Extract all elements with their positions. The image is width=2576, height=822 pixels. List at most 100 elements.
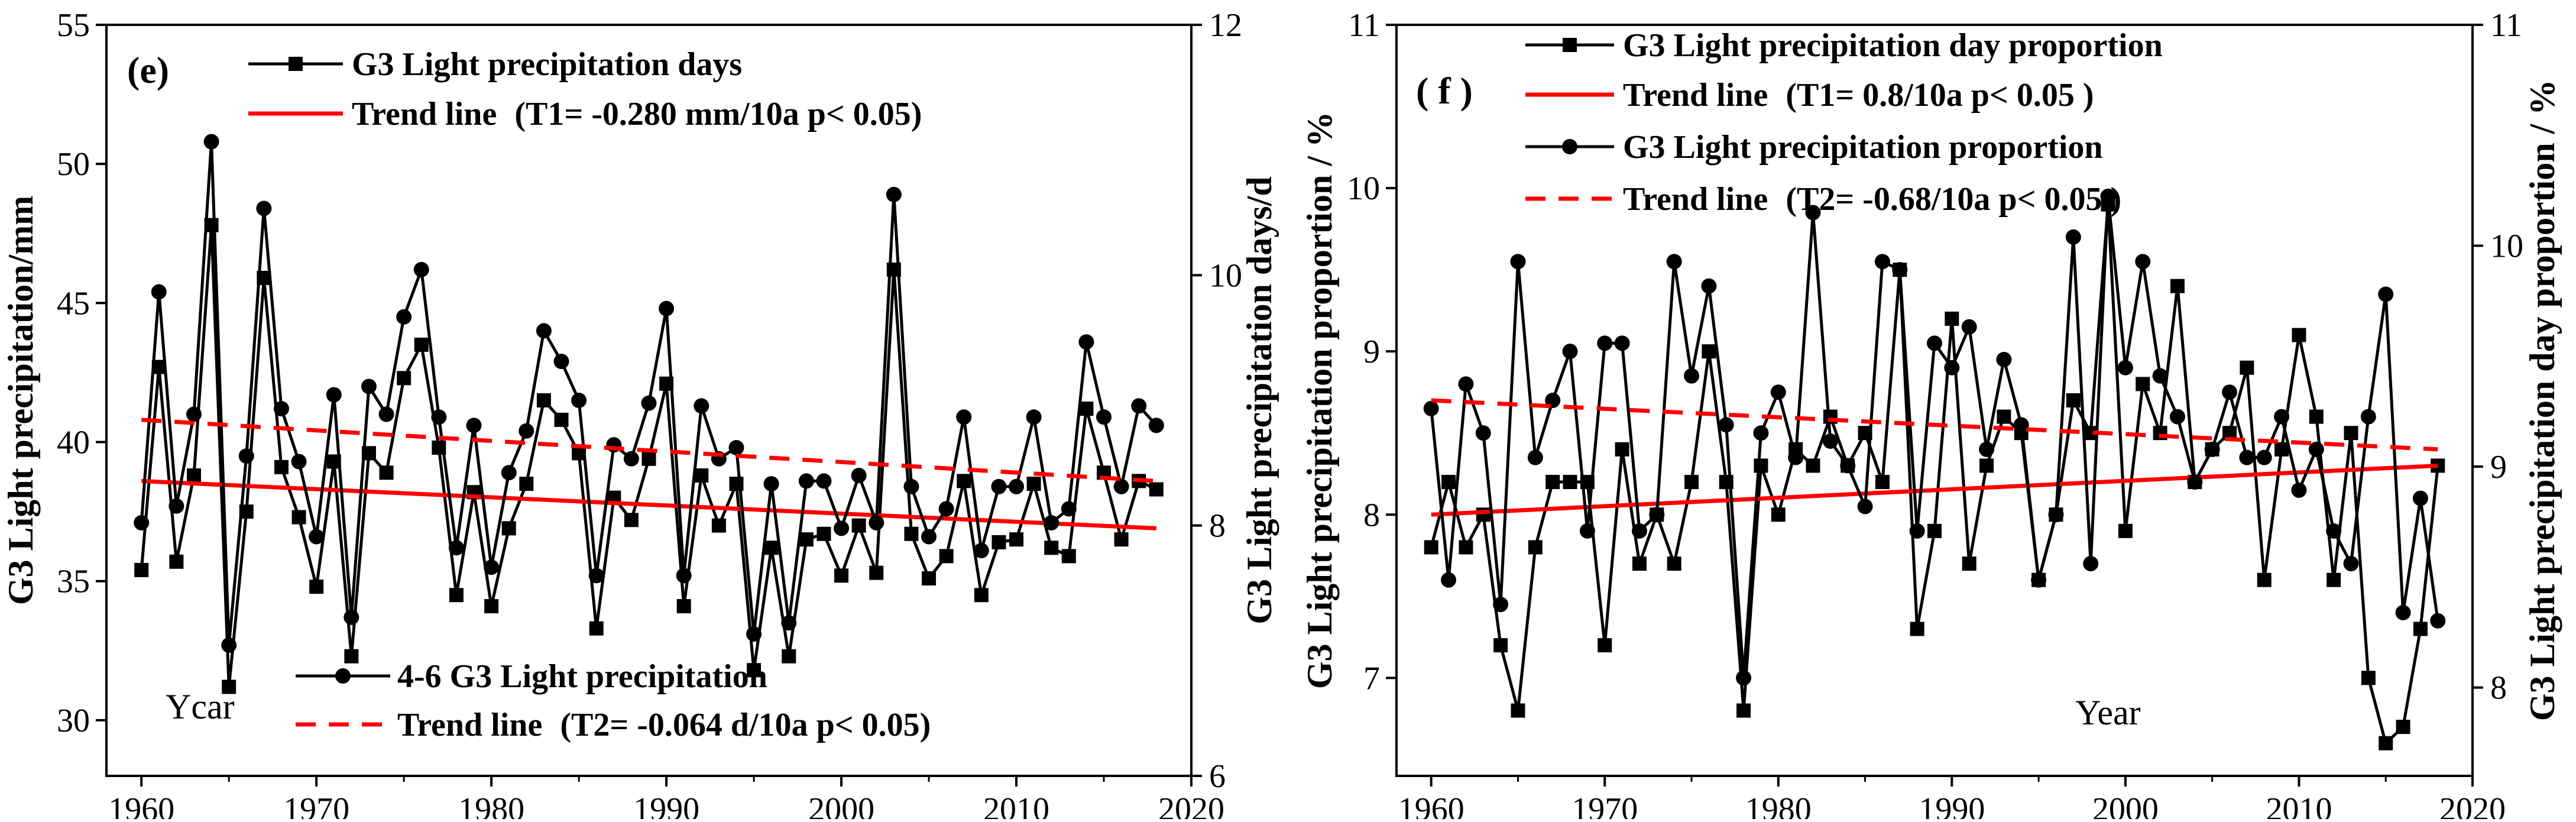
panel-f-yl-tick-label: 11	[1348, 7, 1380, 44]
panel-f-panel-label: ( f )	[1416, 70, 1473, 112]
panel-f-x-tick-label: 2020	[2439, 791, 2506, 819]
panel-f-circle-point	[1614, 335, 1630, 351]
panel-f-yr-tick-label: 8	[2490, 670, 2507, 707]
panel-e-square-point	[834, 568, 849, 583]
panel-f-circle-point	[1892, 262, 1908, 278]
panel-f-circle-point	[2048, 507, 2064, 523]
panel-e-circle-point	[869, 514, 884, 530]
panel-e-trend-line-dashed	[141, 418, 1157, 483]
panel-e-square-point	[764, 541, 779, 555]
panel-f-circle-point	[2187, 474, 2203, 490]
panel-f-circle-point	[1718, 417, 1734, 433]
panel-e-square-point	[974, 588, 989, 603]
panel-e-trend-line-solid	[141, 478, 1156, 530]
panel-f-legend-label: G3 Light precipitation day proportion	[1623, 27, 2163, 64]
panel-f-square-point	[1615, 442, 1629, 457]
panel-e-x-tick-label: 2020	[1158, 791, 1224, 819]
panel-e-circle-point	[816, 473, 832, 489]
panel-f-yr-tick-label: 9	[2490, 449, 2507, 486]
panel-e-circle-point	[973, 543, 989, 558]
panel-e-yl-tick-label: 40	[57, 425, 90, 461]
panel-f-square-point	[1945, 311, 1959, 326]
panel-f-series-line-circle	[1430, 195, 2439, 679]
panel-f-yr-tick-label: 11	[2490, 7, 2522, 44]
panel-f-square-point	[2379, 736, 2393, 750]
panel-f-circle-point	[2013, 417, 2029, 433]
panel-e-square-point	[169, 554, 184, 569]
panel-e-circle-point	[851, 468, 867, 483]
panel-e-circle-point	[519, 423, 534, 439]
panel-f-circle-point	[2412, 490, 2428, 506]
panel-e-square-point	[694, 468, 709, 483]
panel-f-circle-point	[1666, 254, 1682, 270]
panel-f-legend-label: G3 Light precipitation proportion	[1623, 129, 2103, 166]
panel-e-square-point	[799, 532, 814, 547]
panel-e-circle-point	[203, 134, 219, 150]
panel-e-legend-square-marker	[289, 57, 303, 71]
panel-e-square-point	[624, 513, 639, 527]
panel-e-square-point	[222, 679, 236, 694]
panel-e-square-point	[449, 588, 464, 603]
panel-e-square-point	[134, 562, 149, 577]
panel-f-legend-square-marker	[1563, 38, 1577, 52]
panel-e-circle-point	[221, 637, 237, 653]
panel-e-series-line-circle	[140, 140, 1158, 647]
panel-e-circle-point	[938, 501, 954, 517]
panel-f-circle-point	[1840, 458, 1856, 474]
panel-f-square-point	[1875, 475, 1890, 490]
panel-e-circle-point	[921, 529, 937, 545]
panel-e-legend-trend-name: Trend line	[397, 707, 542, 743]
panel-e-square-point	[957, 474, 971, 488]
panel-e-yl-tick-label: 45	[57, 285, 90, 322]
panel-f-circle-point	[2326, 523, 2342, 539]
panel-e-circle-point	[1009, 478, 1025, 494]
panel-e-circle-point	[186, 406, 202, 422]
panel-f-square-point	[1702, 344, 1716, 359]
panel-e-circle-point	[571, 393, 587, 408]
panel-e-circle-point	[431, 409, 447, 425]
panel-f-circle-point	[1510, 254, 1526, 270]
panel-e-circle-point	[641, 395, 657, 411]
panel-e-square-point	[309, 580, 324, 594]
panel-f-circle-point	[1805, 205, 1821, 221]
panel-e-circle-point	[378, 406, 394, 422]
panel-f-x-tick-label: 1970	[1571, 791, 1638, 819]
panel-f-square-point	[1927, 523, 1942, 538]
panel-f-yl-tick-label: 7	[1363, 660, 1380, 697]
panel-f-circle-point	[1788, 449, 1804, 465]
panel-e-yl-tick-label: 55	[57, 7, 90, 44]
panel-e-square-point	[991, 535, 1006, 549]
panel-f-square-point	[1736, 703, 1751, 718]
panel-e-circle-point	[536, 323, 552, 339]
panel-f-square-point	[2136, 377, 2150, 391]
panel-e-circle-point	[903, 478, 919, 494]
panel-f-legend-trend-annotation: (T2= -0.68/10a p< 0.05 )	[1786, 181, 2121, 218]
panel-f-square-point	[1476, 507, 1490, 522]
panel-f-square-point	[1667, 556, 1681, 571]
panel-e-circle-point	[991, 478, 1007, 494]
panel-f-circle-point	[2343, 556, 2359, 572]
panel-f-circle-point	[1927, 335, 1942, 351]
panel-e-square-point	[536, 393, 551, 407]
panel-f-x-tick-label: 1960	[1398, 791, 1464, 819]
panel-e-circle-point	[1078, 334, 1094, 350]
panel-f-circle-point	[1441, 572, 1457, 588]
panel-f-square-point	[1441, 475, 1456, 490]
panel-e-circle-point	[413, 261, 429, 277]
panel-e-circle-point	[781, 615, 797, 631]
panel-f-yl-tick-label: 10	[1347, 170, 1380, 207]
panel-e-circle-point	[1026, 409, 1042, 425]
panel-f-yl-tick-label: 9	[1363, 334, 1380, 370]
panel-f-square-point	[2413, 622, 2428, 636]
panel-e-circle-point	[291, 454, 307, 470]
panel-f-x-tick-label: 2000	[2092, 791, 2159, 819]
panel-f-square-point	[2309, 409, 2324, 424]
panel-f-circle-point	[1527, 449, 1543, 465]
panel-f-circle-point	[1631, 523, 1647, 539]
panel-e-circle-point	[1131, 398, 1147, 414]
panel-e-square-point	[291, 510, 306, 525]
panel-f-circle-point	[1944, 360, 1960, 376]
panel-f-circle-point	[1475, 425, 1491, 441]
panel-f-circle-point	[1736, 670, 1752, 686]
panel-e-x-tick-label: 1980	[458, 791, 524, 819]
